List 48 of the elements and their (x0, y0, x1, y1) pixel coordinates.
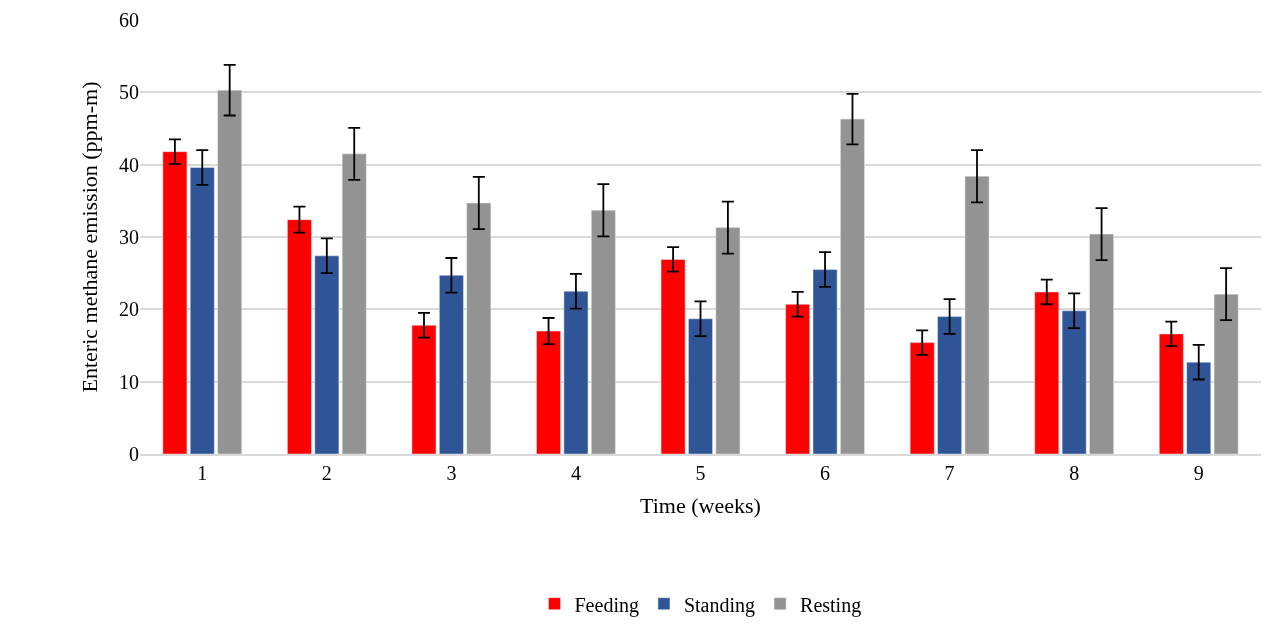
bar (937, 316, 962, 454)
bar (341, 153, 367, 454)
x-tick-label: 4 (570, 461, 581, 484)
bar (715, 227, 741, 454)
y-tick-label: 40 (119, 153, 139, 176)
bar (1213, 293, 1239, 454)
y-tick-label: 20 (119, 298, 139, 321)
bar (466, 202, 492, 454)
legend-label: Feeding (574, 593, 639, 617)
x-tick-label: 5 (695, 461, 706, 484)
x-tick-label: 6 (820, 461, 831, 484)
bar (536, 330, 561, 454)
legend-label: Standing (683, 593, 756, 617)
bar (439, 275, 464, 454)
x-tick-label: 8 (1069, 461, 1080, 484)
y-tick-label: 30 (119, 226, 139, 248)
y-axis-title: Enteric methane emission (ppm-m) (76, 81, 102, 393)
bar (314, 255, 340, 454)
bar (840, 118, 865, 454)
y-tick-label: 0 (129, 443, 139, 465)
bar (217, 89, 242, 454)
bar (688, 318, 713, 454)
bar (1089, 233, 1114, 454)
bar (660, 259, 686, 454)
legend-label: Resting (800, 593, 862, 617)
x-tick-label: 9 (1193, 461, 1204, 484)
bar (1186, 361, 1212, 454)
y-tick-label: 50 (119, 81, 139, 104)
y-tick-label: 60 (119, 9, 139, 31)
bar (812, 269, 838, 454)
bar (964, 175, 990, 454)
bar (785, 304, 810, 454)
x-axis-title: Time (weeks) (640, 493, 761, 519)
x-tick-label: 2 (321, 461, 332, 484)
bar (591, 209, 616, 454)
x-tick-label: 7 (944, 461, 955, 484)
bar (189, 167, 215, 454)
bar (563, 291, 589, 454)
bar (411, 325, 437, 454)
bar (1034, 291, 1060, 454)
bar (1061, 310, 1087, 454)
bar (162, 151, 188, 454)
x-tick-label: 1 (197, 461, 208, 484)
bar (909, 342, 935, 454)
bar (287, 219, 312, 454)
x-tick-label: 3 (446, 461, 457, 484)
y-tick-label: 10 (119, 370, 139, 393)
bar (1159, 333, 1184, 454)
